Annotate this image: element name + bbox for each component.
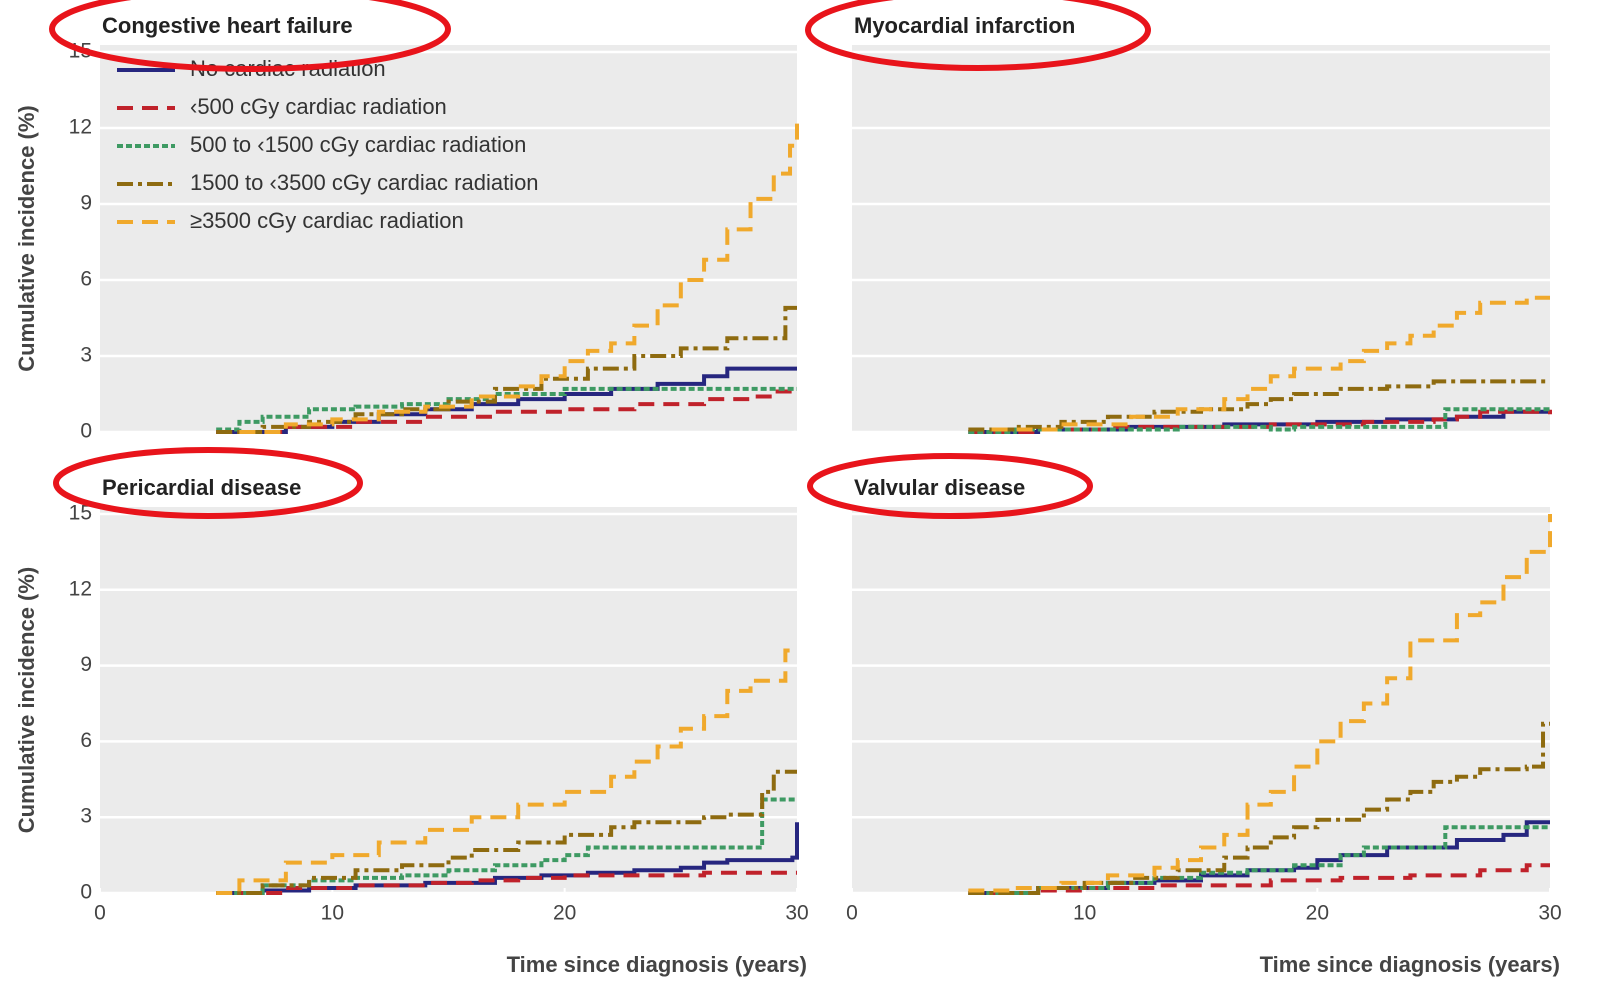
y-tick-label: 15 <box>69 502 92 525</box>
y-axis-label: Cumulative incidence (%) <box>14 567 39 834</box>
legend-label: ‹500 cGy cardiac radiation <box>190 94 447 119</box>
highlight-ellipse <box>49 0 451 72</box>
series-line <box>968 379 1550 432</box>
y-tick-label: 9 <box>80 653 92 676</box>
y-tick-label: 6 <box>80 268 92 291</box>
plot-background <box>852 45 1550 432</box>
plot-background <box>100 507 797 893</box>
series-line <box>216 769 797 895</box>
y-tick-label: 0 <box>80 881 92 904</box>
panel-title: Myocardial infarction <box>854 13 1075 38</box>
x-tick-label: 20 <box>553 902 576 925</box>
y-tick-label: 3 <box>80 805 92 828</box>
series-line <box>216 648 797 895</box>
panel: Myocardial infarction <box>852 13 1552 434</box>
series-line <box>968 514 1552 893</box>
x-tick-label: 30 <box>785 902 808 925</box>
y-axis-label: Cumulative incidence (%) <box>14 105 39 372</box>
series-line <box>968 825 1550 895</box>
panel-title: Pericardial disease <box>102 475 301 500</box>
series-line <box>991 295 1550 432</box>
x-tick-label: 10 <box>1073 902 1096 925</box>
panels: 0 3 6 9 12 15 Congestive heart failure Cumulati… <box>14 13 1562 977</box>
x-tick-label: 10 <box>321 902 344 925</box>
series-line <box>216 870 797 895</box>
series-line <box>968 407 1550 434</box>
legend-label: ≥3500 cGy cardiac radiation <box>190 208 464 233</box>
y-tick-label: 0 <box>80 420 92 443</box>
series-line <box>216 305 797 434</box>
series-line <box>216 386 797 432</box>
x-tick-label: 20 <box>1306 902 1329 925</box>
plot-background <box>100 45 797 432</box>
y-tick-label: 9 <box>80 192 92 215</box>
series-line <box>968 863 1550 895</box>
plot-background <box>852 507 1550 893</box>
series-line <box>239 120 799 434</box>
x-axis-label: Time since diagnosis (years) <box>507 952 807 977</box>
y-tick-label: 12 <box>69 116 92 139</box>
x-axis-label: Time since diagnosis (years) <box>1260 952 1560 977</box>
y-tick-label: 12 <box>69 577 92 600</box>
x-tick-label: 30 <box>1538 902 1561 925</box>
panel-title: Valvular disease <box>854 475 1025 500</box>
y-tick-label: 3 <box>80 344 92 367</box>
highlight-ellipse <box>805 0 1151 71</box>
highlight-ellipse <box>53 447 363 519</box>
legend-label: 1500 to ‹3500 cGy cardiac radiation <box>190 170 539 195</box>
highlight-ellipse <box>807 453 1093 519</box>
panel: 0 10 20 30 Valvular disease Time since diagno… <box>846 475 1562 977</box>
panel-title: Congestive heart failure <box>102 13 353 38</box>
panel: 0 3 6 9 12 15 0 10 20 30 Pericardial disease Cumula… <box>14 475 809 977</box>
annotations <box>49 0 1151 519</box>
x-tick-label: 0 <box>94 902 106 925</box>
y-tick-label: 6 <box>80 729 92 752</box>
legend-label: 500 to ‹1500 cGy cardiac radiation <box>190 132 526 157</box>
x-tick-label: 0 <box>846 902 858 925</box>
